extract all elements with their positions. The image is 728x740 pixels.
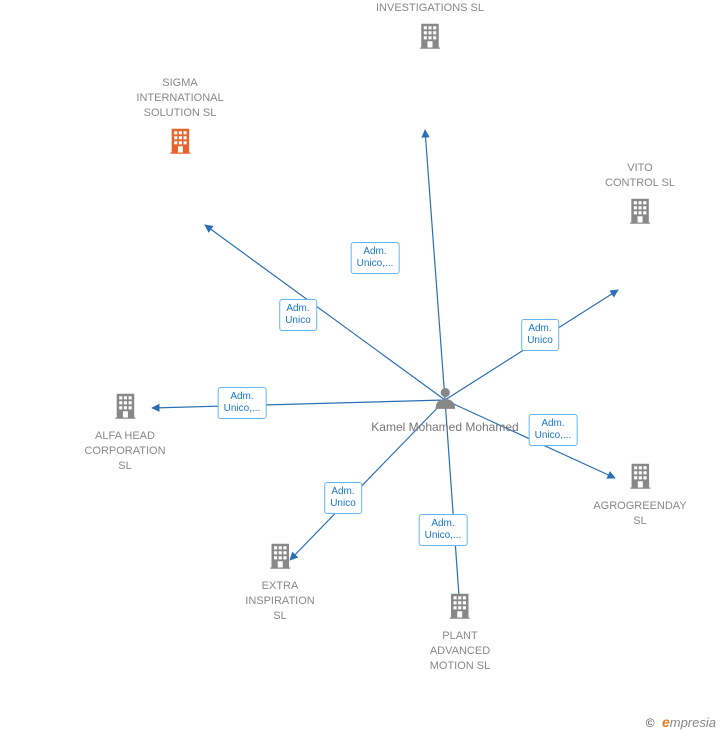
- center-person-label: Kamel Mohamed Mohamed: [371, 420, 518, 436]
- brand-first-letter: e: [662, 714, 670, 730]
- company-node-alfa: ALFA HEAD CORPORATION SL: [84, 390, 165, 474]
- edge-label-extra: Adm. Unico: [324, 482, 362, 514]
- edge-label-agri: Adm. Unico,...: [351, 242, 400, 274]
- center-person: Kamel Mohamed Mohamed: [371, 385, 518, 436]
- edge-sigma: [205, 225, 445, 400]
- building-icon: [625, 195, 655, 225]
- company-node-agri: AGRI TECHNOLOGY INVESTIGATIONS SL: [376, 0, 484, 55]
- edge-label-alfa: Adm. Unico,...: [218, 387, 267, 419]
- building-icon: [625, 460, 655, 490]
- company-node-vito: VITO CONTROL SL: [605, 161, 675, 230]
- company-node-extra: EXTRA INSPIRATION SL: [245, 540, 314, 624]
- edge-label-sigma: Adm. Unico: [279, 299, 317, 331]
- company-label: ALFA HEAD CORPORATION SL: [84, 429, 165, 474]
- copyright-symbol: ©: [646, 716, 655, 730]
- building-icon: [265, 540, 295, 570]
- company-label: AGRI TECHNOLOGY INVESTIGATIONS SL: [376, 0, 484, 16]
- company-label: SIGMA INTERNATIONAL SOLUTION SL: [136, 76, 223, 121]
- edge-label-agro: Adm. Unico,...: [529, 414, 578, 446]
- edge-agri: [425, 130, 445, 400]
- company-label: PLANT ADVANCED MOTION SL: [430, 629, 491, 674]
- watermark: © empresia: [646, 714, 716, 730]
- company-label: VITO CONTROL SL: [605, 161, 675, 191]
- building-icon: [110, 390, 140, 420]
- brand-rest: mpresia: [670, 715, 716, 730]
- edge-label-vito: Adm. Unico: [521, 319, 559, 351]
- edge-label-plant: Adm. Unico,...: [419, 514, 468, 546]
- building-icon: [445, 590, 475, 620]
- company-node-sigma: SIGMA INTERNATIONAL SOLUTION SL: [136, 76, 223, 160]
- person-icon: [432, 385, 458, 411]
- company-node-agro: AGROGREENDAY SL: [593, 460, 686, 529]
- edges-layer: [0, 0, 728, 740]
- company-node-plant: PLANT ADVANCED MOTION SL: [430, 590, 491, 674]
- building-icon: [415, 20, 445, 50]
- company-label: AGROGREENDAY SL: [593, 499, 686, 529]
- company-label: EXTRA INSPIRATION SL: [245, 579, 314, 624]
- building-icon: [165, 125, 195, 155]
